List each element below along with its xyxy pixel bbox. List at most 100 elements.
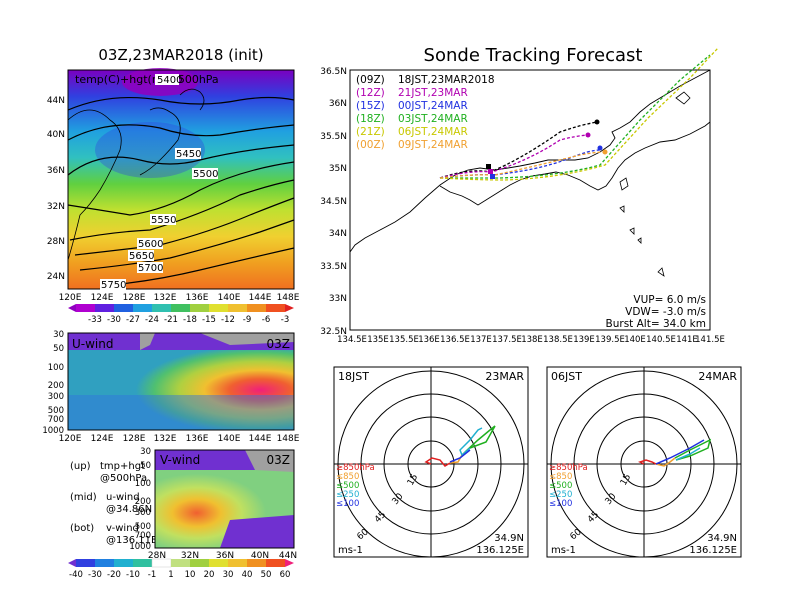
- colorbar-label: -24: [145, 315, 159, 325]
- right-title: Sonde Tracking Forecast: [424, 45, 643, 66]
- hodo2-unit: ms-1: [551, 545, 576, 556]
- lon-label: 136E: [186, 293, 209, 303]
- lon-label: 128E: [123, 293, 146, 303]
- vwind-section: [154, 449, 295, 549]
- lon-label: 135.5E: [389, 335, 419, 345]
- vwind-label: V-wind: [160, 453, 200, 467]
- uwind-x-labels: 120E 124E 128E 132E 136E 140E 144E 148E: [59, 434, 300, 444]
- pressure-label: 30: [53, 330, 64, 340]
- uwind-y-labels: 30 50 100 200 300 500 700 1000: [42, 330, 64, 436]
- contour-label: 5650: [129, 251, 154, 262]
- colorbar-label: 30: [223, 570, 234, 580]
- colorbar-label: -12: [221, 315, 235, 325]
- level-label: ≤500: [336, 481, 359, 491]
- legend-val: tmp+hgt: [100, 461, 145, 472]
- lon-label: 140E: [218, 293, 241, 303]
- pressure-label: 200: [135, 497, 151, 507]
- lat-label: 44N: [279, 551, 297, 561]
- lon-label: 136E: [186, 434, 209, 444]
- vwind-x-labels: 28N 32N 36N 40N 44N: [148, 551, 297, 561]
- hodo2-lon: 136.125E: [689, 545, 737, 556]
- hodo1-lon: 136.125E: [476, 545, 524, 556]
- lon-label: 136E: [418, 335, 440, 345]
- contour-label: 5500: [193, 169, 218, 180]
- legend-text: 06JST,24MAR: [398, 126, 468, 138]
- lat-label: 28N: [148, 551, 166, 561]
- legend-text: 03JST,24MAR: [398, 113, 468, 125]
- lon-label: 137E: [470, 335, 492, 345]
- hodo2-lat: 34.9N: [707, 533, 737, 544]
- level-label: ≥850hPa: [549, 463, 588, 473]
- colorbar-label: -18: [183, 315, 197, 325]
- legend-val: u-wind: [106, 492, 140, 503]
- lat-label: 36N: [47, 166, 65, 176]
- pressure-label: 500: [135, 522, 151, 532]
- track-map: [349, 47, 719, 331]
- wind-colorbar: [68, 558, 294, 568]
- lat-label: 35.5N: [320, 132, 347, 142]
- lon-label: 139.5E: [595, 335, 625, 345]
- wind-colorbar-labels: -40 -30 -20 -10 -1 1 10 20 30 40 50 60: [69, 570, 290, 580]
- pressure-label: 300: [48, 392, 64, 402]
- colorbar-label: -1: [148, 570, 156, 580]
- colorbar-label: 50: [261, 570, 272, 580]
- track-legend: (09Z) 18JST,23MAR2018 (12Z) 21JST,23MAR …: [356, 74, 495, 151]
- lat-label: 44N: [47, 96, 65, 106]
- legend-text: 09JST,24MAR: [398, 139, 468, 151]
- pressure-label: 1000: [42, 426, 64, 436]
- contour-label: 5550: [151, 215, 176, 226]
- lon-label: 124E: [91, 434, 114, 444]
- lat-label: 32.5N: [320, 327, 347, 337]
- contour-label: 5450: [176, 149, 201, 160]
- legend-text: 21JST,23MAR: [398, 87, 468, 99]
- lon-label: 134.5E: [337, 335, 367, 345]
- colorbar-label: 20: [204, 570, 215, 580]
- map-label: temp(C)+hgt(m)@500hPa: [75, 73, 219, 86]
- vwind-time: 03Z: [267, 453, 291, 467]
- colorbar-label: -10: [126, 570, 140, 580]
- legend-code: (09Z): [356, 74, 385, 86]
- legend-sub: @136.11E: [106, 535, 157, 546]
- lon-label: 128E: [123, 434, 146, 444]
- colorbar-label: -30: [88, 570, 102, 580]
- uwind-section: [67, 332, 295, 431]
- legend-sub: @500hPa: [100, 473, 147, 484]
- lat-label: 35N: [329, 164, 347, 174]
- legend-key: (up): [70, 461, 91, 472]
- vdw-value: VDW= -3.0 m/s: [625, 306, 706, 318]
- hodo1-unit: ms-1: [338, 545, 363, 556]
- lon-label: 138E: [521, 335, 543, 345]
- lon-label: 120E: [59, 293, 82, 303]
- colorbar-label: 60: [280, 570, 291, 580]
- legend-key: (bot): [70, 523, 94, 534]
- ring-label: 15: [619, 473, 633, 488]
- lon-label: 148E: [277, 434, 300, 444]
- pressure-label: 50: [53, 344, 64, 354]
- pressure-label: 30: [140, 447, 151, 457]
- level-label: ≤850: [549, 472, 572, 482]
- temp-height-map: [67, 68, 295, 290]
- ring-label: 15: [406, 473, 420, 488]
- contour-label: 5400: [157, 75, 182, 86]
- lon-label: 137.5E: [492, 335, 522, 345]
- pressure-label: 300: [135, 508, 151, 518]
- lon-label: 144E: [249, 434, 272, 444]
- pressure-label: 700: [135, 531, 151, 541]
- lon-label: 132E: [154, 293, 177, 303]
- level-label: ≥850hPa: [336, 463, 375, 473]
- colorbar-label: 10: [185, 570, 196, 580]
- lat-label: 40N: [47, 130, 65, 140]
- uwind-time: 03Z: [267, 337, 291, 351]
- colorbar-label: -9: [243, 315, 251, 325]
- lat-label: 32N: [181, 551, 199, 561]
- lon-label: 138.5E: [543, 335, 573, 345]
- legend-code: (12Z): [356, 87, 385, 99]
- temp-colorbar-labels: -33 -30 -27 -24 -21 -18 -15 -12 -9 -6 -3: [88, 315, 289, 325]
- lon-label: 124E: [91, 293, 114, 303]
- vup-value: VUP= 6.0 m/s: [633, 294, 706, 306]
- lon-label: 148E: [277, 293, 300, 303]
- hodo1-level-legend: ≥850hPa ≤850 ≤500 ≤250 ≤100: [336, 463, 375, 509]
- colorbar-label: -27: [126, 315, 140, 325]
- colorbar-label: 1: [168, 570, 173, 580]
- track-lat-labels: 36.5N 36N 35.5N 35N 34.5N 34N 33.5N 33N …: [320, 67, 347, 337]
